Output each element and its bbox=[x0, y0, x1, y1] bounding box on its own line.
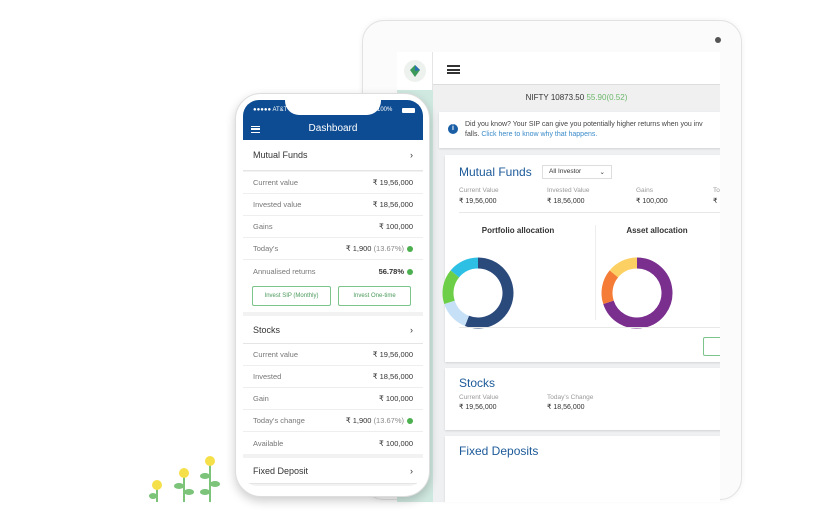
stat-value: ₹ 19,56,000 bbox=[459, 198, 497, 205]
invest-button[interactable]: I bbox=[703, 337, 720, 356]
mutual-funds-title: Mutual Funds bbox=[459, 165, 532, 179]
menu-icon[interactable] bbox=[447, 65, 460, 74]
donut-slice bbox=[444, 300, 470, 327]
fixed-deposits-card: Fixed Deposits bbox=[445, 436, 720, 502]
stat-value: ₹ bbox=[713, 198, 718, 205]
nifty-ticker: NIFTY 10873.50 55.90(0.52) bbox=[433, 85, 720, 110]
asset-chart-title: Asset allocation bbox=[626, 226, 688, 235]
chevron-right-icon: › bbox=[410, 150, 413, 160]
donut-slice bbox=[442, 270, 460, 304]
stat-value: ₹ 18,56,000 bbox=[547, 198, 585, 205]
chevron-right-icon: › bbox=[410, 324, 413, 335]
top-bar bbox=[433, 52, 720, 85]
chevron-down-icon: ⌄ bbox=[599, 169, 605, 176]
stat-label: Current Value bbox=[459, 394, 499, 401]
info-icon: i bbox=[448, 124, 458, 134]
stocks-title: Stocks bbox=[459, 376, 496, 390]
section-title: Mutual Funds bbox=[253, 150, 308, 160]
list-item: Invested ₹ 18,56,000 bbox=[243, 366, 423, 388]
phone-title: Dashboard bbox=[308, 123, 358, 134]
menu-icon[interactable] bbox=[251, 126, 260, 133]
list-item: Available ₹ 100,000 bbox=[243, 432, 423, 454]
stocks-section[interactable]: Stocks › bbox=[243, 316, 423, 344]
stat-label: Gains bbox=[636, 187, 653, 194]
list-item: Today's ₹ 1,900 (13.67%) bbox=[243, 238, 423, 260]
up-arrow-icon bbox=[407, 418, 413, 425]
invest-one-time-button[interactable]: Invest One-time bbox=[338, 286, 411, 306]
fixed-deposit-section[interactable]: Fixed Deposit › bbox=[243, 458, 423, 484]
portfolio-donut-chart bbox=[442, 257, 514, 329]
donut-slice bbox=[603, 257, 673, 329]
up-arrow-icon bbox=[407, 268, 413, 275]
stat-label: Current Value bbox=[459, 187, 499, 194]
stat-value: ₹ 18,56,000 bbox=[547, 404, 585, 411]
mutual-funds-section[interactable]: Mutual Funds › bbox=[243, 140, 423, 171]
stat-label: To bbox=[713, 187, 720, 194]
stat-label: Today's Change bbox=[547, 394, 594, 401]
nifty-value: NIFTY 10873.50 bbox=[525, 93, 585, 102]
donut-slice bbox=[450, 257, 479, 278]
donut-slice bbox=[601, 270, 619, 304]
section-title: Fixed Deposit bbox=[253, 465, 309, 476]
invest-sip-button[interactable]: Invest SIP (Monthly) bbox=[252, 286, 331, 306]
stat-value: ₹ 100,000 bbox=[636, 198, 668, 205]
chevron-right-icon: › bbox=[410, 465, 413, 476]
list-item: Current value ₹ 19,56,000 bbox=[243, 344, 423, 366]
asset-donut-chart bbox=[601, 257, 673, 329]
section-title: Stocks bbox=[253, 324, 281, 335]
investor-select[interactable]: All Investor ⌄ bbox=[542, 165, 612, 179]
phone-screen: ●●●●● AT&T 100% Dashboard Mutual Funds › … bbox=[243, 100, 423, 486]
mutual-funds-card: Mutual Funds All Investor ⌄ Current Value… bbox=[442, 155, 720, 362]
portfolio-chart-title: Portfolio allocation bbox=[481, 226, 555, 235]
info-banner: i Did you know? Your SIP can give you po… bbox=[439, 112, 720, 148]
stat-value: ₹ 19,56,000 bbox=[459, 404, 497, 411]
stocks-card: Stocks Current Value ₹ 19,56,000 Today's … bbox=[445, 368, 720, 430]
list-item: Gain ₹ 100,000 bbox=[243, 388, 423, 410]
list-item: Today's change ₹ 1,900 (13.67%) bbox=[243, 410, 423, 432]
battery-icon bbox=[402, 108, 415, 113]
list-item: Gains ₹ 100,000 bbox=[243, 216, 423, 238]
list-item: Current value ₹ 19,56,000 bbox=[243, 172, 423, 194]
brand-logo-icon[interactable] bbox=[404, 60, 426, 82]
list-item: Invested value ₹ 18,56,000 bbox=[243, 194, 423, 216]
phone-header: ●●●●● AT&T 100% Dashboard bbox=[243, 100, 423, 140]
info-text-2: falls. bbox=[465, 131, 480, 138]
nifty-change: 55.90(0.52) bbox=[586, 93, 628, 102]
list-item: Annualised returns 56.78% bbox=[243, 260, 423, 282]
info-text: Did you know? Your SIP can give you pote… bbox=[465, 121, 703, 128]
battery-status: 100% bbox=[377, 107, 393, 113]
flowers-illustration bbox=[149, 456, 220, 502]
investor-select-value: All Investor bbox=[549, 168, 582, 175]
fixed-deposits-title: Fixed Deposits bbox=[459, 444, 539, 458]
laptop-camera bbox=[715, 37, 721, 43]
up-arrow-icon bbox=[407, 246, 413, 253]
donut-slice bbox=[609, 257, 638, 278]
carrier-status: ●●●●● AT&T bbox=[253, 107, 288, 113]
donut-slice bbox=[464, 257, 514, 329]
stat-label: Invested Value bbox=[547, 187, 590, 194]
desktop-screen: NIFTY 10873.50 55.90(0.52) i Did you kno… bbox=[397, 52, 720, 502]
info-link[interactable]: Click here to know why that happens. bbox=[481, 131, 598, 138]
